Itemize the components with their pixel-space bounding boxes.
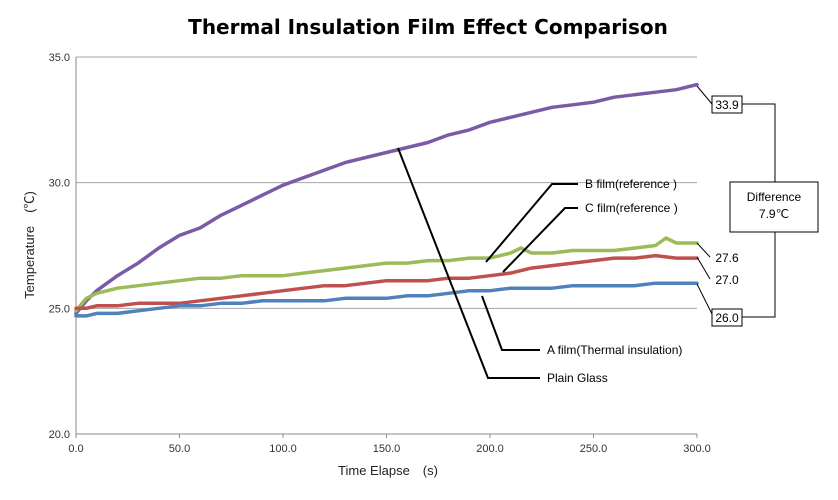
x-tick-label: 50.0	[169, 443, 190, 455]
x-tick-label: 250.0	[580, 443, 608, 455]
end-label-a-film: 26.0	[715, 311, 739, 325]
y-tick-labels: 20.0 25.0 30.0 35.0	[49, 52, 70, 441]
end-leader-purple	[696, 85, 713, 105]
callout-label-c-film: C film(reference )	[585, 201, 678, 215]
gridlines	[76, 56, 697, 309]
y-axis-label: Temperature (℃)	[22, 191, 37, 299]
x-tick-label: 0.0	[68, 443, 83, 455]
end-leader-green	[696, 242, 711, 258]
chart-title: Thermal Insulation Film Effect Compariso…	[188, 15, 668, 39]
callouts: B film(reference ) C film(reference ) A …	[397, 147, 682, 385]
callout-line-c-film	[502, 207, 578, 273]
y-tick-label: 30.0	[49, 178, 70, 190]
callout-line-plain-glass	[397, 147, 540, 379]
x-tick-label: 200.0	[476, 443, 504, 455]
callout-label-plain-glass: Plain Glass	[547, 371, 608, 385]
callout-label-a-film: A film(Thermal insulation)	[547, 343, 682, 357]
series-lines	[74, 82, 699, 318]
x-tick-labels: 0.0 50.0 100.0 150.0 200.0 250.0 300.0	[68, 443, 710, 455]
x-tick-label: 100.0	[269, 443, 297, 455]
end-value-boxes: 33.9 27.6 27.0 26.0 Difference 7.9℃	[696, 85, 819, 327]
axes	[75, 57, 698, 438]
end-label-plain-glass: 33.9	[715, 98, 739, 112]
x-axis-label: Time Elapse (s)	[338, 463, 438, 478]
x-tick-label: 150.0	[373, 443, 401, 455]
end-label-c-film: 27.0	[715, 273, 739, 287]
y-tick-label: 25.0	[49, 303, 70, 315]
difference-box	[729, 181, 819, 233]
end-label-b-film: 27.6	[715, 251, 739, 265]
series-line-a-film-thermal-insulation	[74, 281, 699, 318]
x-tick-label: 300.0	[683, 443, 711, 455]
y-tick-label: 20.0	[49, 429, 70, 441]
series-line-b-film-reference	[74, 236, 699, 313]
callout-line-a-film	[481, 295, 540, 351]
y-tick-label: 35.0	[49, 52, 70, 64]
difference-label-line2: 7.9℃	[759, 207, 789, 221]
series-line-plain-glass	[74, 82, 699, 316]
callout-label-b-film: B film(reference )	[585, 177, 677, 191]
end-leader-red	[696, 256, 711, 280]
end-leader-blue	[696, 283, 713, 315]
series-line-c-film-reference	[74, 253, 699, 311]
callout-line-b-film	[485, 183, 578, 263]
difference-label-line1: Difference	[747, 190, 802, 204]
